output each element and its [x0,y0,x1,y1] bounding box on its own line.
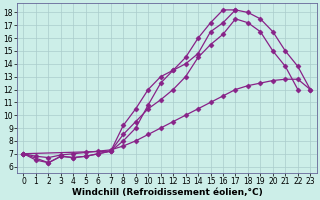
X-axis label: Windchill (Refroidissement éolien,°C): Windchill (Refroidissement éolien,°C) [72,188,262,197]
